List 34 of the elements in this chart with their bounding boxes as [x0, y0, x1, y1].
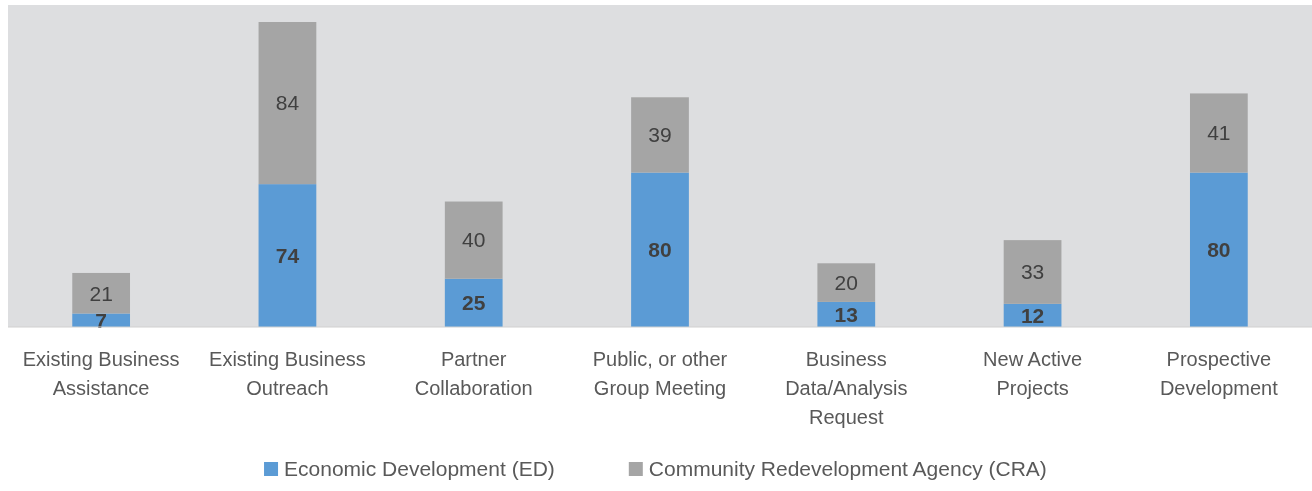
data-label: 12 [1020, 303, 1045, 327]
data-label: 33 [1020, 260, 1045, 284]
x-tick-label: Existing Business Outreach [209, 348, 366, 399]
bar [1189, 172, 1248, 327]
x-tick-label: Business Data/Analysis Request [785, 348, 908, 428]
data-label: 7 [95, 308, 107, 332]
bar [1189, 93, 1248, 173]
x-tick-label: Partner Collaboration [414, 348, 533, 399]
x-tick-label: Prospective Development [1159, 348, 1279, 399]
x-tick-label: New Active Projects [983, 348, 1083, 399]
bar [631, 97, 689, 173]
bar [1003, 240, 1062, 304]
data-label: 84 [275, 91, 300, 115]
data-label: 40 [462, 228, 486, 252]
data-label: 74 [275, 243, 300, 267]
bar [817, 263, 876, 302]
data-label: 39 [648, 123, 672, 147]
legend-label: Community Redevelopment Agency (CRA) [648, 457, 1047, 480]
bar [631, 172, 689, 327]
x-tick-label: Existing Business Assistance [22, 348, 180, 399]
data-label: 80 [1207, 238, 1231, 262]
bar [258, 184, 317, 327]
bar [444, 201, 503, 279]
bar [444, 278, 503, 327]
bar [72, 272, 131, 314]
bar [258, 22, 317, 185]
data-label: 20 [834, 270, 858, 294]
data-label: 80 [648, 238, 672, 262]
data-label: 41 [1207, 121, 1231, 145]
legend-label: Economic Development (ED) [284, 457, 555, 480]
data-label: 21 [89, 281, 113, 305]
data-label: 13 [834, 302, 858, 326]
data-label: 25 [462, 291, 486, 315]
x-tick-label: Public, or other Group Meeting [592, 348, 728, 399]
